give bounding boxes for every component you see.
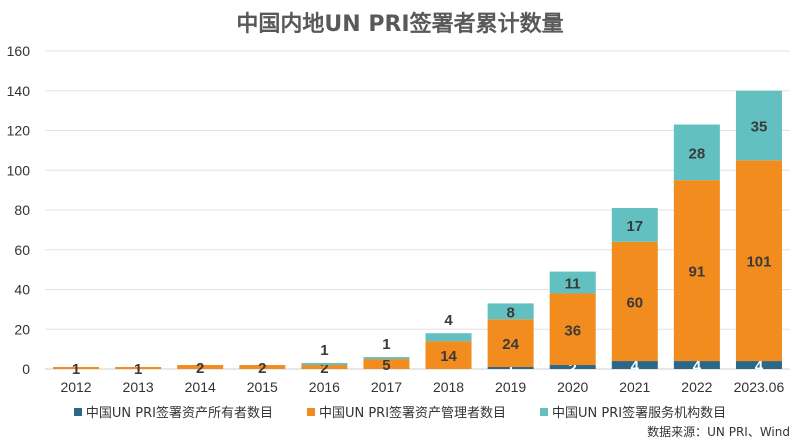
y-tick-label: 120 bbox=[7, 123, 31, 139]
bar-segment bbox=[549, 365, 596, 369]
x-tick-label: 2013 bbox=[123, 379, 154, 395]
data-label: 1 bbox=[320, 342, 328, 359]
x-tick-label: 2017 bbox=[371, 379, 402, 395]
y-tick-label: 0 bbox=[22, 361, 30, 377]
y-tick-label: 20 bbox=[14, 321, 30, 337]
x-tick-label: 2016 bbox=[309, 379, 340, 395]
data-label: 4 bbox=[755, 358, 764, 375]
bar-segment bbox=[487, 303, 534, 320]
x-tick-label: 2020 bbox=[557, 379, 588, 395]
bar-segment bbox=[301, 363, 348, 366]
x-tick-label: 2023.06 bbox=[734, 379, 785, 395]
legend-swatch bbox=[306, 407, 315, 416]
y-tick-label: 60 bbox=[14, 242, 30, 258]
bar-segment bbox=[425, 341, 472, 369]
x-tick-label: 2022 bbox=[681, 379, 712, 395]
x-tick-label: 2014 bbox=[185, 379, 216, 395]
y-tick-label: 100 bbox=[7, 162, 31, 178]
data-label: 1 bbox=[506, 361, 514, 378]
data-label: 14 bbox=[440, 348, 457, 365]
data-label: 35 bbox=[751, 119, 768, 136]
data-label: 2 bbox=[569, 360, 577, 377]
legend-swatch bbox=[73, 407, 82, 416]
legend: 中国UN PRI签署资产所有者数目 中国UN PRI签署资产管理者数目 中国UN… bbox=[0, 402, 800, 421]
bar-segment bbox=[735, 160, 782, 362]
x-tick-label: 2018 bbox=[433, 379, 464, 395]
bar-segment bbox=[673, 180, 720, 362]
bar-segment bbox=[611, 208, 658, 242]
bar-segment bbox=[301, 365, 348, 369]
bar-segment bbox=[673, 361, 720, 369]
bar-segment bbox=[53, 367, 100, 369]
bar-segment bbox=[425, 333, 472, 342]
y-tick-label: 40 bbox=[14, 282, 30, 298]
data-label: 91 bbox=[689, 264, 706, 281]
source-note: 数据来源：UN PRI、Wind bbox=[647, 425, 790, 439]
legend-item-services: 中国UN PRI签署服务机构数目 bbox=[540, 402, 726, 421]
data-label: 4 bbox=[693, 358, 702, 375]
x-tick-label: 2019 bbox=[495, 379, 526, 395]
bar-segment bbox=[735, 90, 782, 161]
x-tick-label: 2012 bbox=[60, 379, 91, 395]
y-tick-label: 140 bbox=[7, 83, 31, 99]
legend-item-owners: 中国UN PRI签署资产所有者数目 bbox=[73, 402, 273, 421]
data-label: 2 bbox=[320, 360, 328, 377]
bar-segment bbox=[735, 361, 782, 369]
bar-segment bbox=[115, 367, 162, 369]
data-label: 1 bbox=[72, 361, 80, 378]
bar-segment bbox=[177, 365, 224, 369]
y-tick-label: 160 bbox=[7, 43, 31, 59]
data-label: 4 bbox=[631, 358, 640, 375]
bar-segment bbox=[487, 319, 534, 368]
bar-segment bbox=[549, 271, 596, 294]
legend-label: 中国UN PRI签署资产所有者数目 bbox=[85, 406, 273, 421]
data-label: 1 bbox=[382, 336, 390, 353]
data-label: 36 bbox=[564, 322, 581, 339]
y-tick-label: 80 bbox=[14, 202, 30, 218]
bar-segment bbox=[611, 241, 658, 362]
bar-segment bbox=[363, 359, 410, 369]
legend-swatch bbox=[540, 407, 549, 416]
data-label: 24 bbox=[502, 336, 519, 353]
data-label: 5 bbox=[382, 357, 390, 374]
legend-label: 中国UN PRI签署资产管理者数目 bbox=[318, 406, 507, 421]
data-label: 8 bbox=[506, 304, 514, 321]
data-label: 1 bbox=[134, 361, 142, 378]
data-label: 28 bbox=[689, 145, 706, 162]
x-tick-label: 2015 bbox=[247, 379, 278, 395]
legend-item-managers: 中国UN PRI签署资产管理者数目 bbox=[306, 402, 507, 421]
data-label: 4 bbox=[444, 312, 453, 329]
chart-title: 中国内地UN PRI签署者累计数量 bbox=[236, 12, 564, 37]
bar-segment bbox=[239, 365, 286, 369]
bar-segment bbox=[487, 367, 534, 369]
data-label: 2 bbox=[196, 360, 204, 377]
data-label: 101 bbox=[746, 254, 771, 271]
data-label: 17 bbox=[626, 218, 643, 235]
bar-segment bbox=[673, 124, 720, 181]
data-label: 2 bbox=[258, 360, 266, 377]
x-tick-label: 2021 bbox=[619, 379, 650, 395]
data-label: 60 bbox=[626, 294, 643, 311]
bar-segment bbox=[611, 361, 658, 369]
bar-segment bbox=[363, 357, 410, 360]
data-label: 11 bbox=[565, 276, 581, 293]
bar-segment bbox=[549, 293, 596, 366]
legend-label: 中国UN PRI签署服务机构数目 bbox=[552, 406, 727, 421]
